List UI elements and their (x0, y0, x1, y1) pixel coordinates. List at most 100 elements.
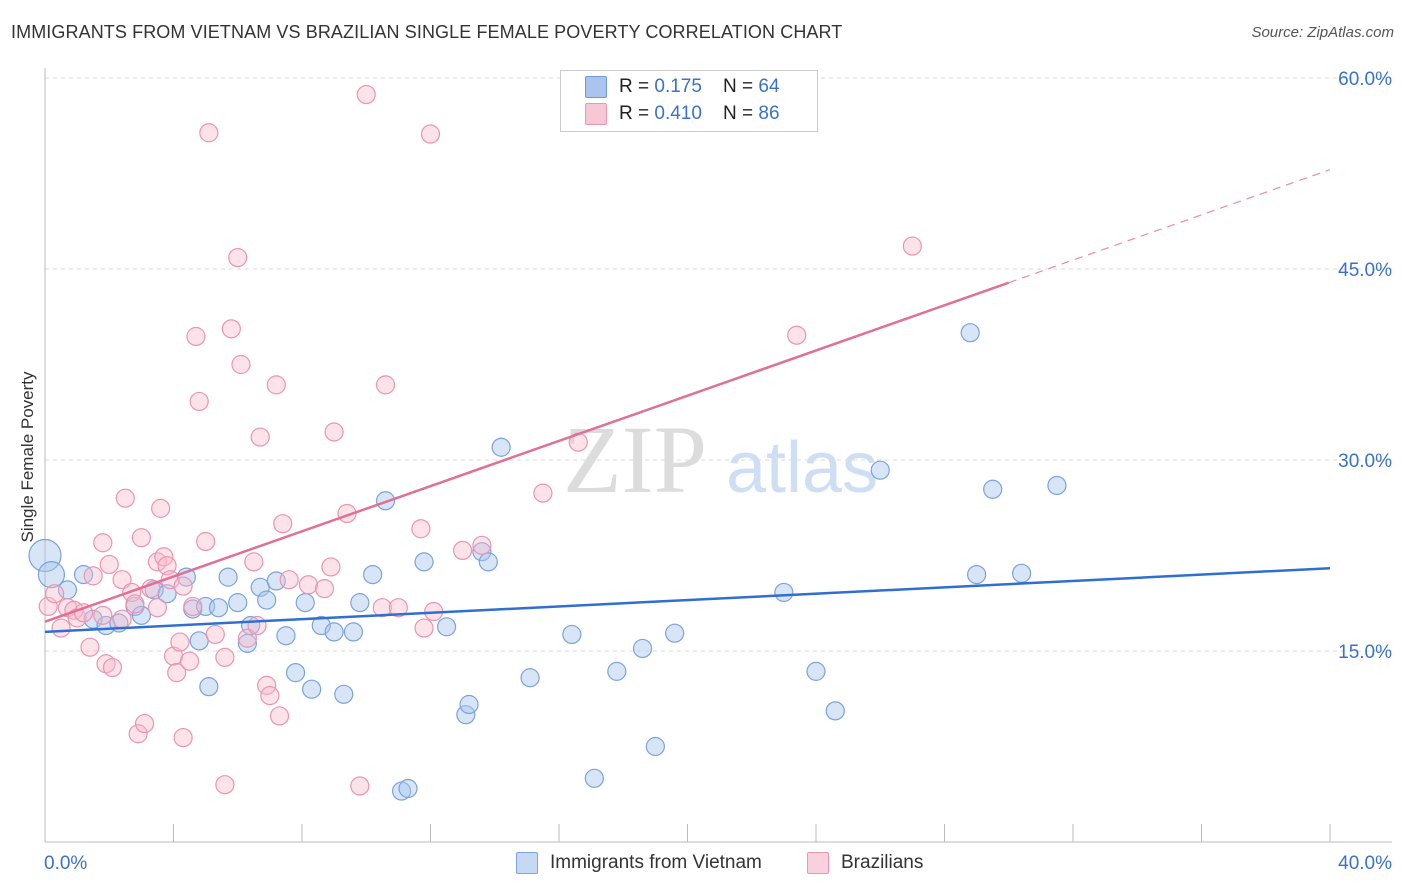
point-vietnam (131, 605, 151, 625)
point-brazilian (99, 554, 119, 575)
y-tick-label: 15.0% (1338, 642, 1392, 663)
y-tick-label: 60.0% (1338, 69, 1392, 90)
point-brazilian (51, 618, 71, 638)
point-brazilian (533, 483, 553, 503)
r-label: R = (619, 76, 655, 97)
point-brazilian (173, 576, 193, 596)
point-vietnam (607, 661, 627, 681)
point-brazilian (45, 584, 65, 604)
point-brazilian (147, 598, 168, 618)
point-brazilian (321, 557, 341, 577)
legend-item-vietnam[interactable]: Immigrants from Vietnam (516, 852, 762, 874)
point-brazilian (205, 624, 225, 645)
point-brazilian (199, 123, 219, 143)
legend-item-brazilians[interactable]: Brazilians (807, 852, 923, 874)
point-vietnam (825, 701, 845, 721)
legend-row-vietnam: R = 0.175 N = 64 (585, 75, 780, 99)
n-label: N = (723, 103, 759, 124)
point-brazilian (83, 566, 103, 586)
point-brazilian (902, 236, 922, 256)
point-brazilian (128, 724, 148, 744)
point-brazilian (314, 579, 335, 599)
point-vietnam (295, 593, 315, 613)
point-brazilian (388, 598, 408, 618)
point-vietnam (520, 668, 540, 688)
y-tick-label: 45.0% (1338, 260, 1392, 281)
point-brazilian (472, 535, 492, 555)
point-vietnam (459, 694, 479, 715)
point-brazilian (279, 570, 299, 590)
point-brazilian (324, 422, 344, 442)
point-vietnam (1011, 563, 1032, 583)
point-brazilian (221, 319, 241, 339)
point-brazilian (112, 570, 132, 590)
point-vietnam (584, 768, 604, 788)
point-vietnam (870, 460, 890, 480)
point-vietnam (276, 626, 296, 646)
point-vietnam (665, 623, 685, 643)
point-vietnam (208, 598, 229, 618)
legend-label-brazilians: Brazilians (841, 852, 924, 873)
point-brazilian (183, 596, 203, 617)
point-brazilian (414, 618, 434, 638)
point-brazilian (167, 663, 187, 683)
point-brazilian (179, 651, 200, 671)
point-brazilian (250, 427, 270, 447)
trendline-brazilians (44, 281, 1010, 623)
point-brazilian (147, 552, 168, 572)
point-vietnam (478, 552, 498, 572)
n-value-vietnam: 64 (758, 76, 780, 97)
point-brazilian (134, 713, 155, 734)
point-vietnam (199, 677, 219, 697)
r-value-brazilians: 0.410 (654, 103, 702, 124)
point-vietnam (343, 622, 363, 642)
point-brazilian (189, 391, 209, 412)
point-brazilian (67, 608, 87, 628)
point-vietnam (189, 631, 209, 651)
chart-title: IMMIGRANTS FROM VIETNAM VS BRAZILIAN SIN… (11, 22, 843, 42)
point-brazilian (93, 533, 113, 553)
point-brazilian (350, 776, 370, 796)
source-label: Source: ZipAtlas.com (1251, 24, 1394, 41)
point-vietnam (363, 564, 383, 585)
point-brazilian (244, 552, 264, 572)
point-vietnam (632, 638, 653, 659)
point-vietnam (774, 582, 794, 603)
stats-legend: R = 0.175 N = 64 R = 0.410 N = 86 (560, 70, 818, 132)
point-vietnam (218, 567, 238, 587)
point-brazilian (247, 615, 267, 636)
legend-swatch-brazilians (585, 103, 607, 125)
point-brazilian (411, 519, 431, 539)
point-brazilian (260, 685, 280, 706)
point-vietnam (37, 560, 66, 589)
point-vietnam (472, 542, 492, 562)
point-brazilian (131, 528, 151, 548)
point-brazilian (215, 775, 235, 795)
y-tick-label: 30.0% (1338, 451, 1392, 472)
point-vietnam (302, 679, 322, 699)
r-label: R = (619, 103, 655, 124)
legend-swatch-vietnam (516, 852, 538, 874)
point-brazilian (453, 540, 473, 561)
legend-label-vietnam: Immigrants from Vietnam (550, 852, 762, 873)
point-vietnam (806, 661, 826, 681)
point-vietnam (1047, 475, 1067, 496)
point-brazilian (375, 375, 396, 395)
point-vietnam (645, 736, 665, 757)
point-brazilian (228, 247, 248, 268)
point-brazilian (112, 609, 132, 629)
point-brazilian (356, 84, 376, 105)
point-brazilian (93, 605, 113, 625)
point-brazilian (372, 598, 392, 618)
legend-swatch-vietnam (585, 76, 607, 98)
point-brazilian (80, 637, 100, 657)
point-brazilian (102, 657, 123, 678)
point-vietnam (983, 479, 1003, 499)
point-vietnam (960, 323, 980, 343)
point-brazilian (196, 531, 216, 552)
point-vietnam (398, 778, 418, 799)
point-vietnam (257, 590, 277, 610)
point-vietnam (414, 552, 434, 572)
point-vietnam (491, 437, 511, 457)
